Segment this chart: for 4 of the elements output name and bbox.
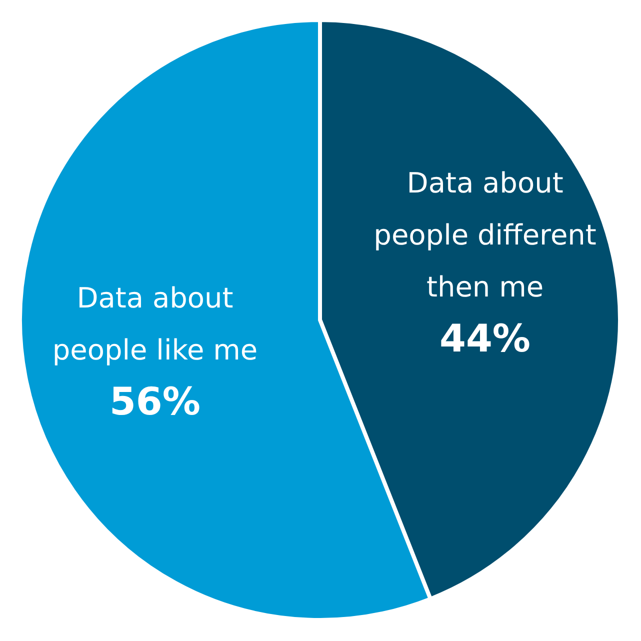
data-label: 56% — [109, 379, 200, 424]
slice-label: Data about people different then me — [374, 166, 596, 304]
data-label: 44% — [440, 316, 531, 361]
slice-label: Data about people like me — [52, 281, 258, 366]
